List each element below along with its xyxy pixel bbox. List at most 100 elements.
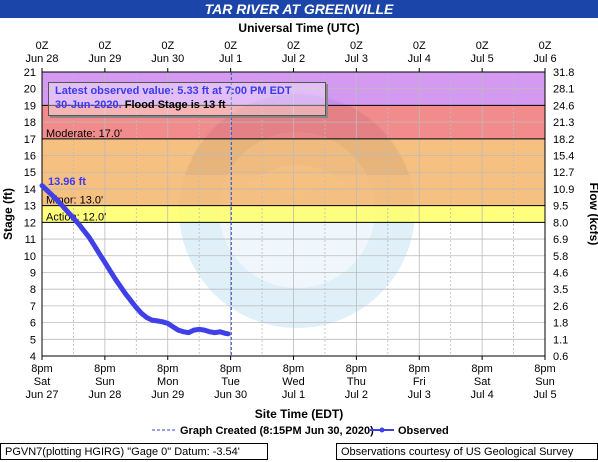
observed-point (217, 329, 223, 334)
x-tick-time: 8pm (94, 363, 115, 375)
x-tick-date: Jul 1 (282, 389, 305, 401)
observed-point (50, 193, 55, 198)
y2-tick-label: 8.0 (553, 217, 568, 229)
y2-axis-title: Flow (kcfs) (587, 183, 598, 246)
x-top-tick-time: 0Z (413, 40, 426, 52)
observed-point (128, 298, 134, 304)
observed-point (181, 329, 186, 334)
observed-point (176, 327, 181, 333)
y2-tick-label: 6.9 (553, 234, 568, 246)
x-tick-day: Fri (413, 376, 426, 388)
x-tick-time: 8pm (157, 363, 178, 375)
observed-point (160, 319, 165, 324)
x-top-tick-date: Jul 6 (533, 53, 556, 65)
observed-point (225, 331, 231, 336)
x-tick-time: 8pm (409, 363, 430, 375)
y-tick-label: 21 (24, 67, 36, 79)
x-tick-date: Jun 27 (25, 389, 58, 401)
title-banner (0, 0, 598, 18)
x-tick-time: 8pm (220, 363, 241, 375)
y-tick-label: 5 (30, 334, 36, 346)
y-tick-label: 18 (24, 117, 36, 129)
x-tick-date: Jun 29 (151, 389, 184, 401)
top-axis-title: Universal Time (UTC) (238, 21, 359, 35)
y2-tick-label: 2.6 (553, 301, 568, 313)
y2-tick-label: 24.6 (553, 100, 574, 112)
action-stage-label: Action: 12.0' (46, 211, 106, 223)
x-tick-date: Jun 28 (88, 389, 121, 401)
x-tick-day: Sat (474, 376, 491, 388)
observed-point (196, 327, 202, 332)
observed-point (134, 305, 139, 310)
last-value-label: 13.96 ft (48, 176, 86, 188)
latest-observed-date: 30-Jun-2020. (55, 99, 122, 111)
x-tick-date: Jul 3 (408, 389, 431, 401)
observed-point (60, 204, 66, 209)
legend-graph-created-label: Graph Created (8:15PM Jun 30, 2020) (180, 425, 374, 437)
observed-point (165, 321, 170, 326)
y-tick-label: 9 (30, 267, 36, 279)
chart-title: TAR RIVER AT GREENVILLE (204, 1, 394, 17)
x-tick-day: Wed (282, 376, 304, 388)
x-tick-day: Thu (347, 376, 366, 388)
x-tick-time: 8pm (534, 363, 555, 375)
observed-point (155, 318, 160, 324)
x-top-tick-date: Jul 5 (471, 53, 494, 65)
x-top-tick-time: 0Z (224, 40, 237, 52)
flood-stage-text: Flood Stage is 13 ft (124, 99, 226, 111)
y2-tick-label: 31.8 (553, 67, 574, 79)
x-tick-time: 8pm (346, 363, 367, 375)
observed-point (191, 327, 197, 333)
x-tick-day: Mon (157, 376, 178, 388)
latest-observed-line1: Latest observed value: 5.33 ft at 7:00 P… (55, 85, 292, 97)
observed-point (65, 210, 71, 215)
footer-datum: PGVN7(plotting HGIRG) "Gage 0" Datum: -3… (0, 443, 268, 460)
observed-point (81, 228, 87, 233)
x-tick-date: Jul 5 (533, 389, 556, 401)
x-axis-title: Site Time (EDT) (255, 407, 343, 421)
x-top-tick-date: Jul 1 (219, 53, 242, 65)
x-top-tick-date: Jul 4 (408, 53, 431, 65)
moderate-stage-label: Moderate: 17.0' (46, 128, 122, 140)
y2-tick-label: 10.9 (553, 184, 574, 196)
legend-observed-marker (379, 427, 385, 433)
x-top-tick-date: Jul 3 (345, 53, 368, 65)
observed-point (76, 221, 81, 227)
y-tick-label: 14 (24, 184, 36, 196)
x-top-tick-time: 0Z (476, 40, 489, 52)
observed-point (186, 330, 191, 335)
y-tick-label: 17 (24, 134, 36, 146)
x-tick-day: Tue (221, 376, 240, 388)
x-top-tick-date: Jun 29 (88, 53, 121, 65)
y2-tick-label: 18.2 (553, 134, 574, 146)
y2-tick-label: 3.5 (553, 284, 568, 296)
observed-point (39, 183, 45, 188)
y2-tick-label: 1.1 (553, 334, 568, 346)
y-tick-label: 20 (24, 84, 36, 96)
observed-point (207, 329, 212, 334)
y2-tick-label: 12.7 (553, 167, 574, 179)
x-top-tick-time: 0Z (350, 40, 363, 52)
observed-point (107, 268, 113, 273)
y2-tick-label: 1.8 (553, 318, 568, 330)
observed-point (55, 198, 60, 203)
y-axis-title: Stage (ft) (1, 188, 15, 240)
x-tick-time: 8pm (471, 363, 492, 375)
observed-point (102, 260, 108, 265)
y2-tick-label: 4.6 (553, 267, 568, 279)
y-tick-label: 11 (25, 234, 36, 246)
y-tick-label: 16 (24, 151, 36, 163)
x-top-tick-time: 0Z (539, 40, 552, 52)
legend-observed-label: Observed (398, 425, 449, 437)
observed-point (45, 188, 50, 193)
y-tick-label: 13 (24, 201, 36, 213)
y2-tick-label: 28.1 (553, 84, 574, 96)
x-top-tick-date: Jul 2 (282, 53, 305, 65)
observed-point (113, 276, 118, 282)
observed-point (118, 284, 123, 289)
x-tick-date: Jul 2 (345, 389, 368, 401)
observed-point (202, 327, 207, 333)
y-tick-label: 4 (30, 351, 36, 363)
y-tick-label: 12 (24, 217, 36, 229)
